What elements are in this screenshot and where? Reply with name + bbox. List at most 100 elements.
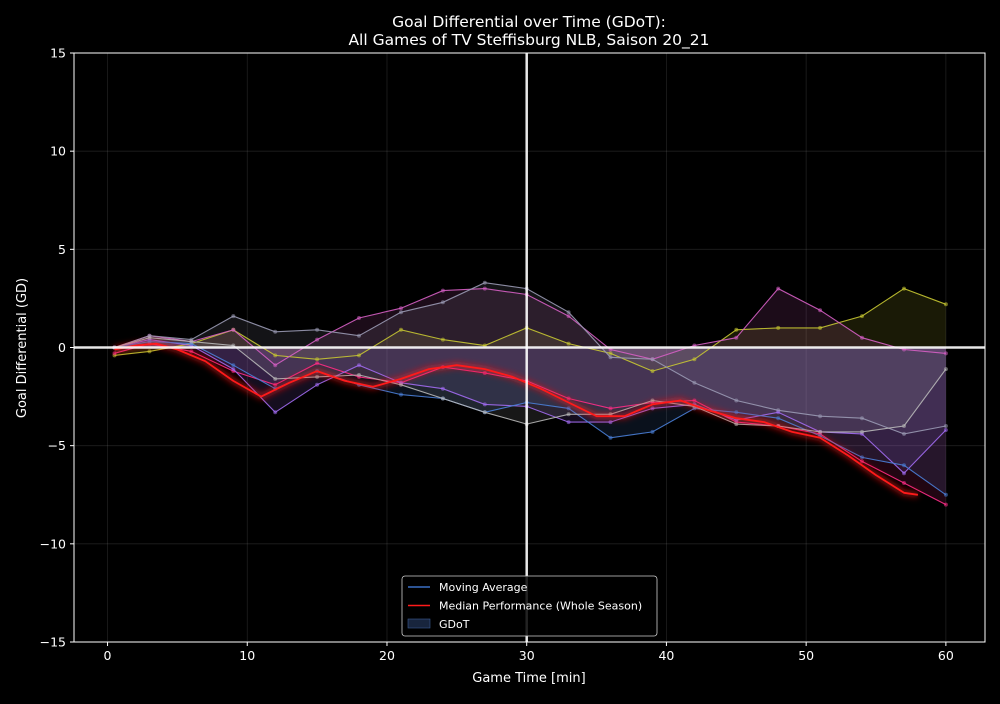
- reference-lines: [74, 53, 985, 642]
- data-point: [734, 422, 739, 427]
- y-tick-label: 10: [50, 144, 66, 159]
- x-tick-label: 20: [379, 648, 395, 663]
- chart-subtitle: All Games of TV Steffisburg NLB, Saison …: [348, 31, 709, 50]
- data-point: [440, 288, 445, 293]
- data-point: [650, 429, 655, 434]
- data-point: [231, 367, 236, 372]
- legend-label: Median Performance (Whole Season): [439, 600, 642, 613]
- gdot-fill-2: [114, 282, 946, 434]
- data-point: [818, 325, 823, 330]
- data-point: [566, 412, 571, 417]
- y-tick-label: 5: [58, 242, 66, 257]
- data-point: [776, 325, 781, 330]
- data-point: [273, 410, 278, 415]
- data-point: [440, 337, 445, 342]
- data-point: [315, 357, 320, 362]
- data-point: [860, 455, 864, 460]
- data-point: [776, 416, 781, 421]
- data-point: [902, 286, 906, 291]
- gdot-fills: [114, 282, 946, 505]
- data-point: [943, 424, 948, 428]
- data-point: [860, 429, 864, 434]
- legend-label: GDoT: [439, 618, 470, 631]
- y-axis-ticks: −15 −10 −5 0 5 10 15: [40, 46, 74, 650]
- data-point: [566, 406, 571, 411]
- data-point: [315, 337, 320, 342]
- data-point: [734, 335, 739, 340]
- data-point: [566, 314, 571, 319]
- data-point: [399, 392, 403, 397]
- data-point: [943, 367, 948, 372]
- data-point: [608, 406, 613, 411]
- data-point: [776, 410, 781, 415]
- x-axis-label: Game Time [min]: [472, 671, 585, 686]
- data-point: [650, 369, 655, 374]
- data-point: [231, 327, 236, 332]
- data-point: [943, 302, 948, 307]
- data-point: [902, 471, 906, 476]
- gdot-fill-0: [114, 288, 946, 372]
- data-point: [189, 339, 194, 344]
- data-point: [902, 481, 906, 485]
- data-point: [902, 424, 906, 428]
- y-axis-label: Goal Differential (GD): [15, 278, 30, 418]
- data-point: [315, 361, 320, 366]
- data-point: [357, 373, 361, 377]
- data-point: [943, 502, 948, 507]
- data-point: [482, 402, 487, 407]
- data-point: [399, 306, 403, 311]
- gdot-fill-5: [114, 341, 946, 495]
- data-point: [147, 349, 152, 354]
- data-point: [943, 492, 948, 497]
- data-point: [818, 308, 823, 313]
- data-point: [482, 286, 487, 291]
- data-point: [943, 428, 948, 432]
- data-point: [231, 363, 236, 368]
- data-point: [902, 431, 906, 436]
- data-point: [692, 380, 697, 385]
- x-tick-label: 40: [658, 648, 674, 663]
- legend-label: Moving Average: [439, 581, 528, 594]
- x-tick-label: 0: [104, 648, 112, 663]
- data-point: [818, 414, 823, 419]
- data-point: [608, 355, 613, 360]
- y-tick-label: −15: [40, 635, 66, 650]
- data-point: [357, 353, 361, 358]
- x-tick-label: 10: [239, 648, 255, 663]
- data-point: [650, 357, 655, 362]
- data-point: [818, 429, 823, 434]
- data-point: [273, 329, 278, 334]
- y-tick-label: −10: [40, 536, 66, 551]
- data-point: [440, 300, 445, 305]
- data-point: [315, 327, 320, 332]
- data-point: [482, 280, 487, 285]
- data-point: [776, 286, 781, 291]
- data-point: [734, 327, 739, 332]
- data-point: [399, 327, 403, 332]
- data-point: [357, 363, 361, 368]
- median-performance: [113, 340, 919, 499]
- data-point: [860, 416, 864, 421]
- data-point: [860, 314, 864, 319]
- data-point: [734, 398, 739, 403]
- data-point: [566, 420, 571, 425]
- data-point: [692, 357, 697, 362]
- chart-title: Goal Differential over Time (GDoT):: [392, 13, 666, 31]
- data-point: [273, 376, 278, 381]
- data-point: [147, 335, 152, 340]
- data-point: [231, 314, 236, 319]
- data-point: [608, 351, 613, 356]
- x-axis-ticks: 0 10 20 30 40 50 60: [104, 642, 954, 663]
- data-point: [734, 410, 739, 415]
- median-line: [114, 342, 919, 496]
- x-tick-label: 60: [938, 648, 954, 663]
- data-point: [315, 374, 320, 379]
- data-point: [440, 386, 445, 391]
- data-point: [440, 396, 445, 401]
- legend: Moving Average Median Performance (Whole …: [401, 575, 658, 637]
- y-tick-label: −5: [48, 438, 66, 453]
- x-tick-label: 50: [798, 648, 814, 663]
- data-point: [943, 351, 948, 356]
- data-point: [860, 335, 864, 340]
